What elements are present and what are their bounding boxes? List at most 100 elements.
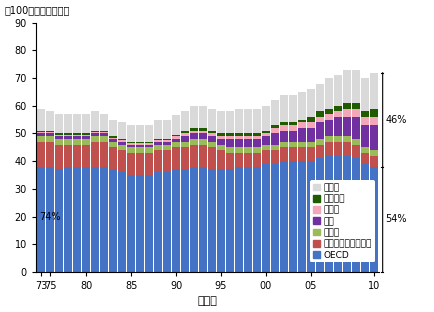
Bar [235, 134, 243, 136]
Bar [325, 142, 332, 156]
Bar [325, 109, 332, 114]
Text: （100万バレル／日）: （100万バレル／日） [5, 5, 70, 15]
Bar [307, 117, 315, 122]
Bar [199, 139, 207, 144]
Bar [370, 117, 378, 125]
Bar [235, 153, 243, 167]
Bar [37, 131, 45, 132]
Bar [109, 139, 117, 142]
Bar [334, 136, 342, 142]
Bar [64, 135, 72, 136]
Bar [199, 134, 207, 139]
Bar [145, 147, 153, 153]
Bar [56, 169, 63, 272]
Bar [298, 147, 306, 161]
Bar [91, 132, 99, 134]
Bar [226, 169, 234, 272]
Bar [352, 139, 359, 144]
Bar [56, 114, 63, 134]
Bar [172, 115, 180, 135]
Bar [199, 167, 207, 272]
Bar [208, 147, 216, 169]
Bar [289, 95, 296, 122]
Bar [91, 134, 99, 136]
Bar [370, 109, 378, 117]
Bar [56, 135, 63, 136]
Bar [109, 138, 117, 139]
Bar [172, 135, 180, 136]
Bar [118, 142, 126, 144]
Bar [352, 158, 359, 272]
Bar [316, 158, 324, 272]
Bar [46, 131, 54, 132]
Bar [163, 119, 171, 139]
Bar [136, 125, 144, 142]
Bar [190, 106, 198, 128]
Bar [262, 150, 270, 164]
Bar [199, 106, 207, 128]
Bar [226, 147, 234, 153]
Bar [370, 156, 378, 167]
Bar [109, 119, 117, 136]
Bar [271, 144, 279, 150]
Bar [118, 139, 126, 140]
Bar [100, 134, 108, 136]
Bar [100, 142, 108, 167]
Bar [127, 144, 135, 147]
Bar [118, 122, 126, 139]
Bar [145, 153, 153, 175]
Bar [56, 136, 63, 139]
Bar [208, 136, 216, 142]
Bar [289, 122, 296, 125]
X-axis label: （年）: （年） [197, 296, 217, 306]
Bar [145, 142, 153, 143]
Legend: その他, ブラジル, インド, 中国, その他, 旧ソ連邦諸国ロシア, OECD: その他, ブラジル, インド, 中国, その他, 旧ソ連邦諸国ロシア, OECD [310, 180, 375, 262]
Bar [361, 125, 368, 147]
Bar [136, 142, 144, 143]
Bar [343, 117, 351, 136]
Bar [334, 106, 342, 111]
Bar [298, 119, 306, 122]
Bar [235, 109, 243, 134]
Bar [307, 147, 315, 161]
Bar [37, 109, 45, 131]
Bar [82, 114, 90, 134]
Bar [253, 136, 261, 139]
Bar [361, 147, 368, 153]
Bar [307, 128, 315, 142]
Bar [136, 147, 144, 153]
Bar [154, 144, 162, 150]
Bar [46, 111, 54, 131]
Bar [325, 136, 332, 142]
Bar [46, 132, 54, 134]
Bar [235, 139, 243, 147]
Bar [217, 169, 225, 272]
Bar [127, 147, 135, 153]
Text: 74%: 74% [39, 212, 61, 222]
Bar [298, 122, 306, 128]
Bar [109, 136, 117, 138]
Bar [73, 167, 81, 272]
Bar [64, 144, 72, 167]
Bar [307, 122, 315, 128]
Bar [325, 156, 332, 272]
Bar [253, 153, 261, 167]
Bar [334, 111, 342, 117]
Bar [82, 136, 90, 139]
Bar [163, 139, 171, 140]
Bar [361, 117, 368, 125]
Text: 54%: 54% [385, 214, 407, 224]
Bar [343, 70, 351, 103]
Bar [226, 139, 234, 147]
Bar [316, 117, 324, 122]
Bar [307, 89, 315, 117]
Bar [271, 164, 279, 272]
Bar [127, 142, 135, 143]
Bar [118, 172, 126, 272]
Bar [181, 147, 189, 169]
Bar [325, 119, 332, 136]
Bar [163, 140, 171, 142]
Bar [334, 142, 342, 156]
Bar [298, 92, 306, 119]
Bar [253, 147, 261, 153]
